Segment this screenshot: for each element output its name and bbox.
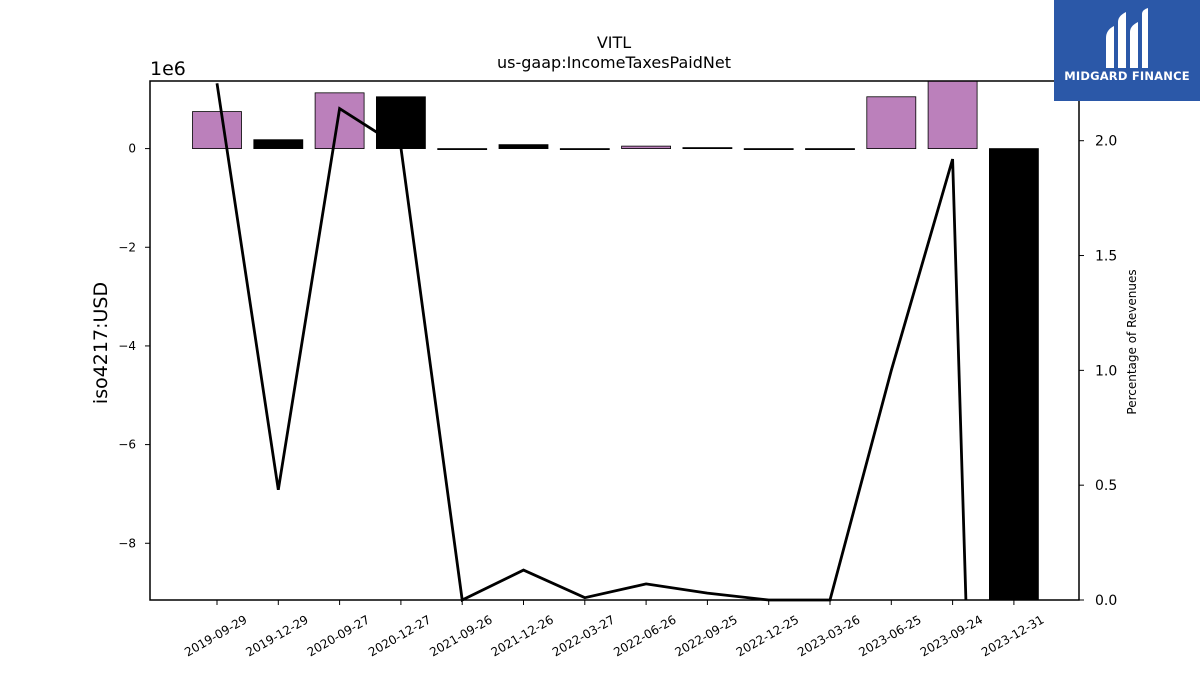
x-tick-label: 2020-12-27 bbox=[366, 612, 433, 659]
percentage-line bbox=[215, 83, 968, 603]
bar-2023-06-25 bbox=[866, 96, 917, 149]
midgard-finance-logo: MIDGARD FINANCE bbox=[1054, 0, 1200, 101]
x-tick-label: 2020-09-27 bbox=[305, 612, 372, 659]
chart-title: VITL bbox=[597, 33, 631, 52]
y-tick-label: 0 bbox=[128, 142, 136, 156]
logo-text: MIDGARD FINANCE bbox=[1064, 69, 1190, 83]
chart-subtitle: us-gaap:IncomeTaxesPaidNet bbox=[497, 53, 731, 72]
bar-2022-09-25 bbox=[682, 147, 733, 150]
bar-2022-03-27 bbox=[559, 148, 610, 150]
x-tick-label: 2022-06-26 bbox=[611, 612, 678, 659]
bar-2022-06-26 bbox=[621, 145, 671, 149]
bar-2019-09-29 bbox=[192, 111, 242, 149]
bar-2023-12-31 bbox=[989, 148, 1039, 601]
x-tick-label: 2022-03-27 bbox=[550, 612, 617, 659]
x-tick-label: 2023-12-31 bbox=[979, 612, 1046, 659]
y-tick-label: −2 bbox=[118, 240, 136, 254]
x-tick-label: 2023-06-25 bbox=[856, 612, 923, 659]
y-axis-label: iso4217:USD bbox=[90, 282, 112, 404]
bar-2020-12-27 bbox=[375, 96, 426, 149]
y2-tick-label: 1.5 bbox=[1095, 249, 1117, 265]
y-tick-label: −6 bbox=[118, 438, 136, 452]
scale-label: 1e6 bbox=[150, 58, 186, 80]
x-tick-label: 2019-09-29 bbox=[182, 612, 249, 659]
bars-layer bbox=[192, 80, 1039, 601]
bar-2023-09-24 bbox=[927, 80, 978, 149]
bar-2021-09-26 bbox=[437, 148, 488, 150]
x-tick-label: 2022-12-25 bbox=[734, 612, 801, 659]
plot-frame bbox=[149, 80, 1080, 601]
bar-2022-12-25 bbox=[743, 148, 794, 150]
bar-2019-12-29 bbox=[253, 139, 304, 149]
y-tick-label: −4 bbox=[118, 339, 136, 353]
logo-mark-icon bbox=[1106, 8, 1148, 68]
x-tick-label: 2021-09-26 bbox=[427, 612, 494, 659]
bar-2020-09-27 bbox=[314, 92, 365, 149]
y2-axis-label: Percentage of Revenues bbox=[1125, 269, 1139, 414]
y2-tick-label: 0.0 bbox=[1095, 593, 1117, 609]
y2-tick-label: 2.0 bbox=[1095, 134, 1117, 150]
y2-tick-label: 1.0 bbox=[1095, 363, 1117, 379]
bar-2021-12-26 bbox=[498, 144, 549, 149]
y2-tick-label: 0.5 bbox=[1095, 478, 1117, 494]
line-layer bbox=[215, 83, 968, 603]
x-tick-label: 2019-12-29 bbox=[243, 612, 310, 659]
x-tick-label: 2021-12-26 bbox=[489, 612, 556, 659]
axes-layer: 0 −2 −4 −6 −8 0.0 0.5 1.0 1.5 2.0 2019-09-292019-1… bbox=[118, 134, 1117, 660]
x-tick-label: 2022-09-25 bbox=[672, 612, 739, 659]
x-tick-label: 2023-03-26 bbox=[795, 612, 862, 659]
bar-2023-03-26 bbox=[805, 148, 855, 150]
y-tick-label: −8 bbox=[118, 536, 136, 550]
x-tick-label: 2023-09-24 bbox=[918, 612, 985, 659]
